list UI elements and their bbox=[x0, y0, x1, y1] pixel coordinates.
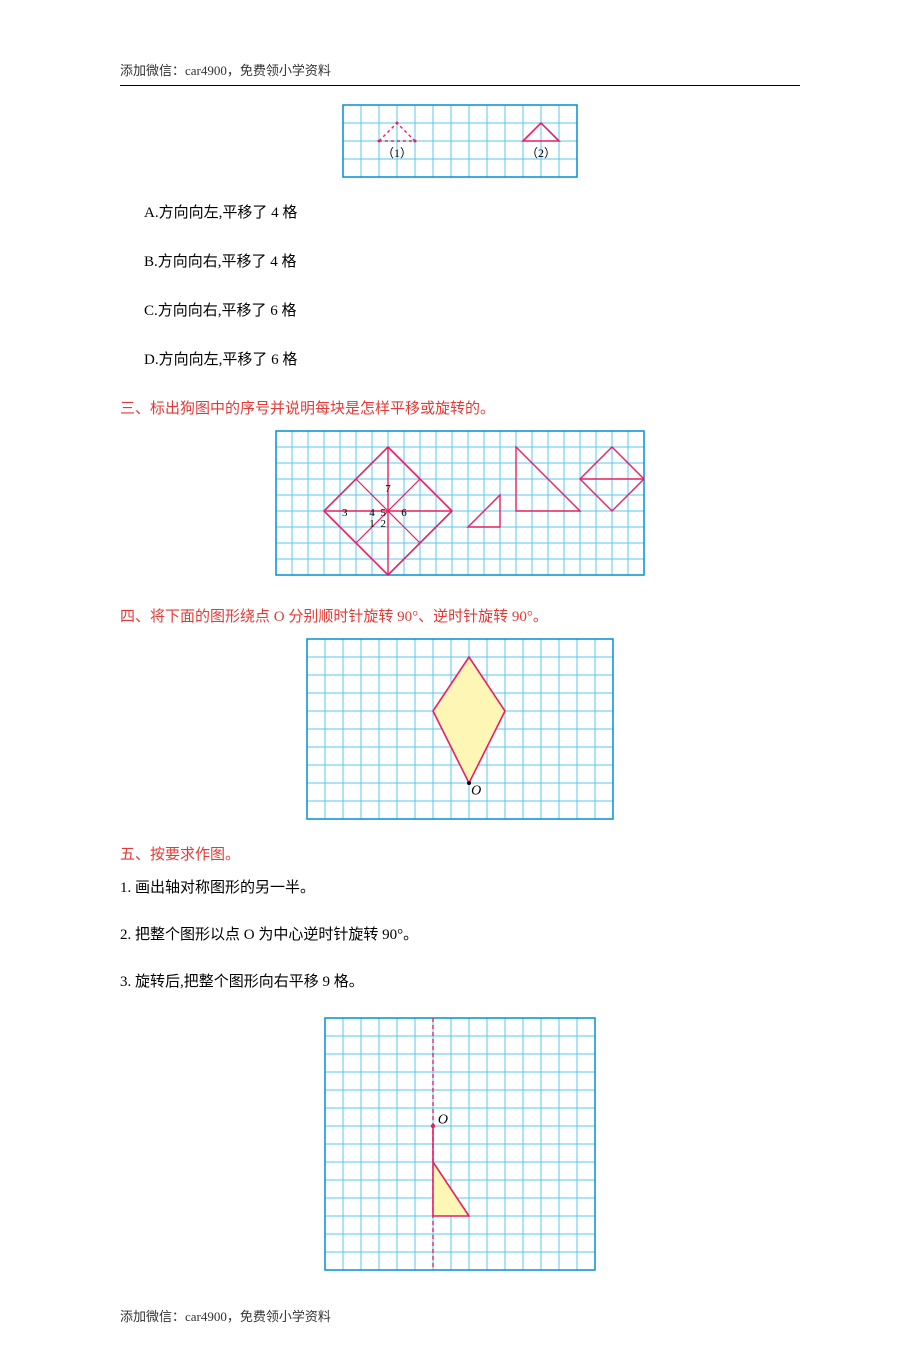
header-text: 添加微信：car4900，免费领小学资料 bbox=[120, 60, 800, 79]
section-four: 四、将下面的图形绕点 O 分别顺时针旋转 90°、逆时针旋转 90°。 bbox=[120, 605, 800, 626]
figure-1: （1） （2） bbox=[120, 104, 800, 183]
footer-text: 添加微信：car4900，免费领小学资料 bbox=[120, 1306, 800, 1325]
svg-text:5: 5 bbox=[380, 507, 386, 519]
option-c: C.方向向右,平移了 6 格 bbox=[144, 299, 800, 320]
svg-text:4: 4 bbox=[369, 507, 375, 519]
option-a: A.方向向左,平移了 4 格 bbox=[144, 201, 800, 222]
section-three: 三、标出狗图中的序号并说明每块是怎样平移或旋转的。 bbox=[120, 397, 800, 418]
svg-text:1: 1 bbox=[369, 518, 375, 530]
five-item-1: 1. 画出轴对称图形的另一半。 bbox=[120, 876, 800, 897]
svg-text:3: 3 bbox=[342, 507, 348, 519]
svg-text:（2）: （2） bbox=[526, 146, 556, 160]
figure-2: 7 3 45 6 12 bbox=[120, 430, 800, 581]
figure-4: O bbox=[120, 1017, 800, 1276]
section-five: 五、按要求作图。 bbox=[120, 843, 800, 864]
option-b: B.方向向右,平移了 4 格 bbox=[144, 250, 800, 271]
svg-text:6: 6 bbox=[401, 507, 407, 519]
option-d: D.方向向左,平移了 6 格 bbox=[144, 348, 800, 369]
five-item-3: 3. 旋转后,把整个图形向右平移 9 格。 bbox=[120, 970, 800, 991]
svg-text:7: 7 bbox=[385, 483, 391, 495]
svg-text:（1）: （1） bbox=[382, 146, 412, 160]
svg-text:O: O bbox=[471, 784, 481, 799]
five-item-2: 2. 把整个图形以点 O 为中心逆时针旋转 90°。 bbox=[120, 923, 800, 944]
figure-3: O bbox=[120, 638, 800, 825]
svg-text:O: O bbox=[438, 1112, 448, 1127]
header-rule bbox=[120, 85, 800, 86]
svg-text:2: 2 bbox=[380, 518, 386, 530]
